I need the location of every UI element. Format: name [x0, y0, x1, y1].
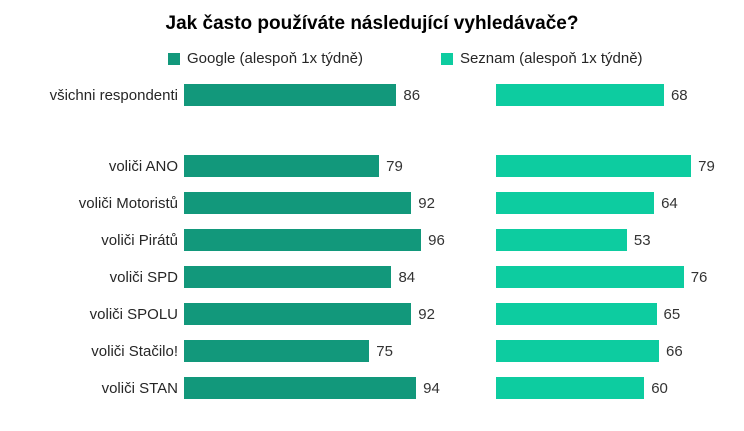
google-bar — [184, 192, 412, 214]
legend-label-seznam: Seznam (alespoň 1x týdně) — [459, 50, 643, 67]
chart-row: voliči STAN 94 60 — [0, 377, 744, 399]
google-value-label: 94 — [423, 379, 440, 397]
google-bar — [184, 229, 422, 251]
google-panel: 86 — [184, 84, 431, 106]
category-label: voliči Pirátů — [101, 231, 178, 249]
legend-item-seznam: Seznam (alespoň 1x týdně) — [440, 50, 643, 67]
seznam-bar — [496, 229, 627, 251]
chart-row: voliči Pirátů 96 53 — [0, 229, 744, 251]
google-panel: 94 — [184, 377, 440, 399]
seznam-value-label: 53 — [633, 231, 651, 249]
seznam-panel: 53 — [496, 229, 743, 251]
chart-row: voliči ANO 79 79 — [0, 155, 744, 177]
seznam-value-label: 66 — [666, 342, 683, 360]
google-bar — [184, 340, 370, 362]
seznam-bar — [496, 340, 660, 362]
google-panel: 75 — [184, 340, 431, 362]
chart-row: voliči Stačilo! 75 66 — [0, 340, 744, 362]
google-panel: 92 — [184, 303, 435, 325]
seznam-value-label: 60 — [651, 379, 668, 397]
seznam-panel: 66 — [496, 340, 743, 362]
seznam-panel: 65 — [496, 303, 743, 325]
category-label: voliči ANO — [108, 157, 178, 175]
chart-row: voliči Motoristů 92 64 — [0, 192, 744, 214]
google-value-label: 92 — [418, 194, 435, 212]
google-swatch-icon — [168, 52, 180, 65]
category-label: voliči Motoristů — [78, 194, 178, 212]
bar-rows: všichni respondenti 86 68 voliči ANO 79 79 vol… — [0, 84, 744, 399]
google-panel: 92 — [184, 192, 435, 214]
chart-row: všichni respondenti 86 68 — [0, 84, 744, 106]
google-bar — [184, 155, 380, 177]
legend-label-google: Google (alespoň 1x týdně) — [187, 50, 363, 67]
google-bar — [184, 84, 397, 106]
category-label: voliči STAN — [101, 379, 178, 397]
category-label: všichni respondenti — [49, 86, 178, 104]
category-label: voliči SPOLU — [89, 305, 178, 323]
seznam-bar — [496, 303, 657, 325]
seznam-bar — [496, 84, 664, 106]
google-value-label: 79 — [386, 157, 403, 175]
seznam-value-label: 64 — [661, 194, 678, 212]
seznam-value-label: 79 — [698, 157, 715, 175]
seznam-panel: 64 — [496, 192, 743, 214]
google-value-label: 96 — [428, 231, 445, 249]
google-panel: 79 — [184, 155, 431, 177]
google-value-label: 84 — [398, 268, 416, 286]
seznam-panel: 79 — [496, 155, 743, 177]
seznam-panel: 76 — [496, 266, 743, 288]
google-bar — [184, 303, 412, 325]
legend-item-google: Google (alespoň 1x týdně) — [168, 50, 363, 67]
seznam-swatch-icon — [440, 52, 453, 65]
google-value-label: 86 — [403, 86, 421, 104]
seznam-panel: 68 — [496, 84, 743, 106]
seznam-value-label: 65 — [663, 305, 681, 323]
category-label: voliči Stačilo! — [91, 342, 178, 360]
seznam-bar — [496, 192, 655, 214]
chart-row: voliči SPD 84 76 — [0, 266, 744, 288]
seznam-value-label: 76 — [690, 268, 708, 286]
seznam-panel: 60 — [496, 377, 743, 399]
google-value-label: 92 — [418, 305, 435, 323]
seznam-value-label: 68 — [670, 86, 688, 104]
google-panel: 84 — [184, 266, 431, 288]
google-bar — [184, 377, 417, 399]
seznam-bar — [496, 266, 684, 288]
chart-title: Jak často používáte následující vyhledáv… — [165, 13, 579, 34]
google-panel: 96 — [184, 229, 445, 251]
google-bar — [184, 266, 392, 288]
category-label: voliči SPD — [109, 268, 178, 286]
seznam-bar — [496, 155, 692, 177]
chart-row: voliči SPOLU 92 65 — [0, 303, 744, 325]
google-value-label: 75 — [376, 342, 393, 360]
legend: Google (alespoň 1x týdně) Seznam (alespo… — [168, 50, 744, 67]
seznam-bar — [496, 377, 645, 399]
group-separator-gap — [0, 121, 744, 155]
